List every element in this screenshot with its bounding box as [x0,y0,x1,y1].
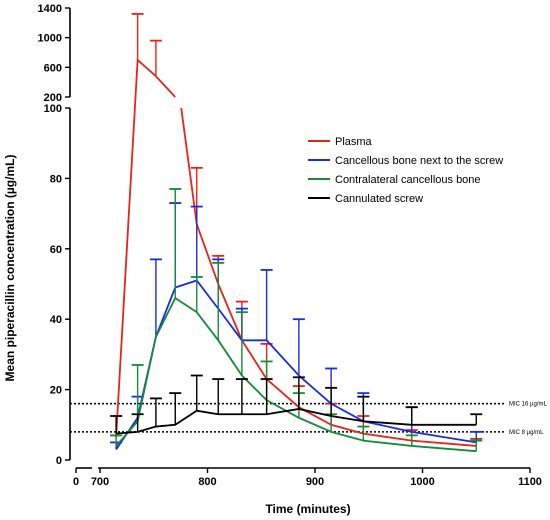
mic-label: MIC 8 µg/mL [509,430,544,436]
mic-label: MIC 16 µg/mL [509,402,547,408]
x-tick-label: 900 [306,476,324,488]
series-2 [110,188,483,453]
y-tick-label: 80 [50,173,62,185]
series-line [115,58,477,447]
y-tick-label: 1000 [38,33,62,45]
y-tick-label: 60 [50,244,62,256]
x-tick-label: 1100 [518,476,542,488]
series-3 [110,374,483,435]
x-tick-label: 1000 [410,476,434,488]
y-tick-label: 600 [44,62,62,74]
legend-label: Plasma [335,136,373,148]
y-tick-label: 0 [56,455,62,467]
y-tick-label: 20 [50,385,62,397]
legend-label: Cannulated screw [335,193,423,205]
series-line [116,408,477,435]
x-tick-label: 800 [198,476,216,488]
mic-reference-lines: MIC 16 µg/mL MIC 8 µg/mL [70,402,547,436]
y-tick-label: 1400 [38,3,62,15]
legend: Plasma Cancellous bone next to the screw C… [308,136,503,205]
series-layer [110,13,483,453]
x-axis-title: Time (minutes) [265,502,350,516]
x-tick-label: 700 [91,476,109,488]
series-line [115,296,477,453]
y-axis-title: Mean piperacillin concentration (µg/mL) [3,155,17,382]
y-tick-label: 40 [50,314,62,326]
series-0 [110,13,483,447]
series-1 [110,202,483,450]
legend-label: Contralateral cancellous bone [335,174,481,186]
legend-label: Cancellous bone next to the screw [335,155,503,167]
y-tick-label: 200 [44,92,62,104]
x-tick-label: 0 [73,476,79,488]
y-tick-label: 100 [44,103,62,115]
